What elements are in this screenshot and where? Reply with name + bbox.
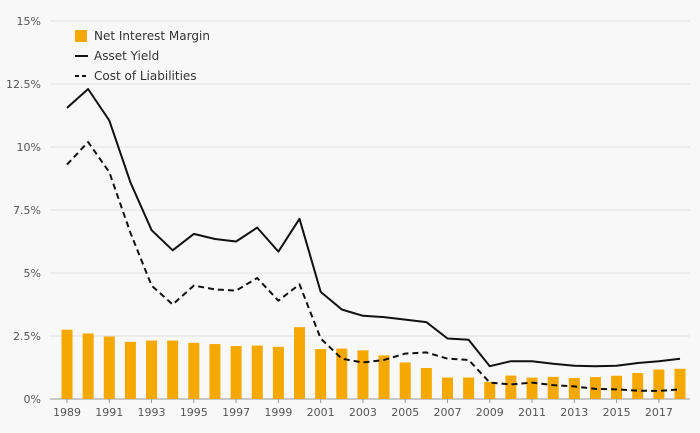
- legend-swatch-net-interest-margin: [75, 30, 87, 42]
- legend-label-cost-of-liabilities: Cost of Liabilities: [94, 69, 197, 83]
- bar-net-interest-margin: [272, 346, 284, 399]
- bar-net-interest-margin: [230, 346, 242, 399]
- bar-net-interest-margin: [82, 333, 94, 399]
- bar-net-interest-margin: [674, 368, 686, 399]
- bar-net-interest-margin: [294, 327, 306, 399]
- bar-net-interest-margin: [124, 341, 136, 399]
- x-tick-label: 2011: [518, 406, 546, 419]
- x-tick-label: 2009: [476, 406, 504, 419]
- gridlines: [50, 20, 690, 400]
- y-tick-label: 2.5%: [13, 330, 41, 343]
- bar-net-interest-margin: [103, 336, 115, 399]
- y-tick-label: 12.5%: [6, 78, 41, 91]
- bar-net-interest-margin: [568, 378, 580, 399]
- bar-net-interest-margin: [653, 369, 665, 399]
- y-tick-label: 15%: [17, 15, 41, 28]
- bar-net-interest-margin: [399, 362, 411, 399]
- bar-net-interest-margin: [315, 349, 327, 399]
- y-tick-label: 10%: [17, 141, 41, 154]
- bar-net-interest-margin: [61, 329, 73, 399]
- x-tick-label: 2017: [645, 406, 673, 419]
- bar-net-interest-margin: [547, 376, 559, 399]
- bar-net-interest-margin: [484, 381, 496, 399]
- x-tick-label: 1989: [53, 406, 81, 419]
- y-axis: 0% 2.5% 5% 7.5% 10% 12.5% 15%: [6, 15, 41, 406]
- bar-net-interest-margin: [357, 350, 369, 399]
- bar-net-interest-margin: [505, 375, 517, 399]
- bar-net-interest-margin: [167, 340, 179, 399]
- bar-net-interest-margin: [378, 355, 390, 399]
- bar-series-net-interest-margin: [61, 327, 686, 399]
- bar-net-interest-margin: [526, 377, 538, 399]
- x-tick-label: 1993: [138, 406, 166, 419]
- line-asset-yield: [66, 88, 681, 368]
- x-tick-label: 1991: [95, 406, 123, 419]
- y-tick-label: 0%: [24, 393, 41, 406]
- x-axis: 1989 1991 1993 1995 1997 1999 2001 2003 2005 2007…: [53, 399, 673, 419]
- bar-net-interest-margin: [632, 373, 644, 399]
- x-tick-label: 1999: [264, 406, 292, 419]
- x-tick-label: 2003: [349, 406, 377, 419]
- bar-net-interest-margin: [463, 377, 475, 399]
- x-tick-label: 2015: [603, 406, 631, 419]
- bar-net-interest-margin: [336, 348, 348, 399]
- bar-net-interest-margin: [209, 344, 221, 399]
- bar-net-interest-margin: [146, 340, 158, 399]
- x-tick-label: 1997: [222, 406, 250, 419]
- bar-net-interest-margin: [611, 375, 623, 399]
- x-tick-label: 2007: [433, 406, 461, 419]
- legend-label-net-interest-margin: Net Interest Margin: [94, 29, 210, 43]
- x-tick-label: 2005: [391, 406, 419, 419]
- bar-net-interest-margin: [188, 342, 200, 399]
- x-tick-label: 2013: [560, 406, 588, 419]
- legend: Net Interest Margin Asset Yield Cost of Li…: [75, 29, 210, 83]
- y-tick-label: 7.5%: [13, 204, 41, 217]
- x-tick-label: 1995: [180, 406, 208, 419]
- y-tick-label: 5%: [24, 267, 41, 280]
- line-cost-of-liabilities: [66, 141, 681, 392]
- line-series-layer: [66, 88, 681, 392]
- x-tick-label: 2001: [307, 406, 335, 419]
- legend-label-asset-yield: Asset Yield: [94, 49, 159, 63]
- bar-net-interest-margin: [251, 345, 263, 399]
- bar-net-interest-margin: [420, 368, 432, 399]
- bar-net-interest-margin: [441, 377, 453, 399]
